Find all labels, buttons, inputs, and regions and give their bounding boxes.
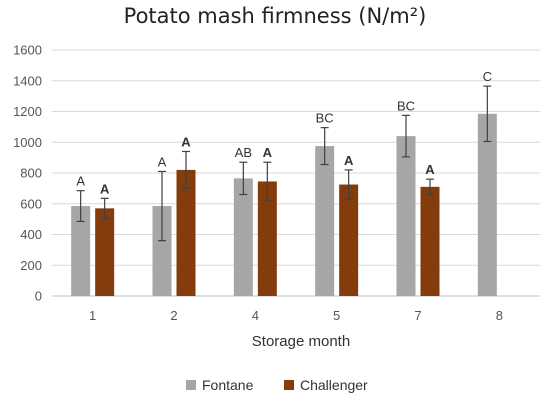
significance-label: A [344, 153, 354, 168]
x-axis-label: Storage month [252, 333, 350, 350]
legend-label: Challenger [300, 377, 368, 393]
significance-label: AB [235, 145, 252, 160]
x-tick-label: 5 [333, 308, 340, 323]
y-tick-label: 1000 [13, 135, 42, 150]
bar-fontane [396, 136, 416, 296]
bar-fontane [233, 178, 253, 296]
significance-label: A [76, 174, 85, 189]
bar-challenger [95, 208, 115, 296]
bar-challenger [257, 181, 277, 296]
significance-label: BC [397, 98, 415, 113]
significance-label: A [158, 154, 167, 169]
y-tick-label: 0 [35, 289, 42, 304]
bar-challenger [420, 186, 440, 296]
significance-label: A [181, 134, 191, 149]
significance-label: BC [316, 111, 334, 126]
significance-label: C [483, 69, 492, 84]
bar-fontane [315, 146, 335, 296]
bar-challenger [339, 184, 359, 296]
bar-fontane [477, 113, 497, 297]
y-tick-label: 200 [20, 258, 42, 273]
legend-swatch [284, 380, 294, 390]
x-tick-label: 4 [252, 308, 259, 323]
chart-title: Potato mash firmness (N/m²) [123, 4, 427, 28]
significance-label: A [425, 162, 435, 177]
y-tick-label: 1400 [13, 73, 42, 88]
x-tick-label: 2 [170, 308, 177, 323]
x-tick-label: 8 [496, 308, 503, 323]
legend-swatch [186, 380, 196, 390]
y-tick-label: 400 [20, 227, 42, 242]
significance-label: A [100, 181, 110, 196]
y-tick-label: 800 [20, 166, 42, 181]
x-tick-label: 7 [414, 308, 421, 323]
y-tick-label: 1200 [13, 104, 42, 119]
significance-label: A [263, 145, 273, 160]
y-tick-label: 1600 [13, 43, 42, 58]
y-tick-label: 600 [20, 196, 42, 211]
x-tick-label: 1 [89, 308, 96, 323]
bar-fontane [152, 206, 172, 296]
bar-fontane [71, 206, 91, 296]
bar-challenger [176, 169, 196, 296]
legend-label: Fontane [202, 377, 254, 393]
